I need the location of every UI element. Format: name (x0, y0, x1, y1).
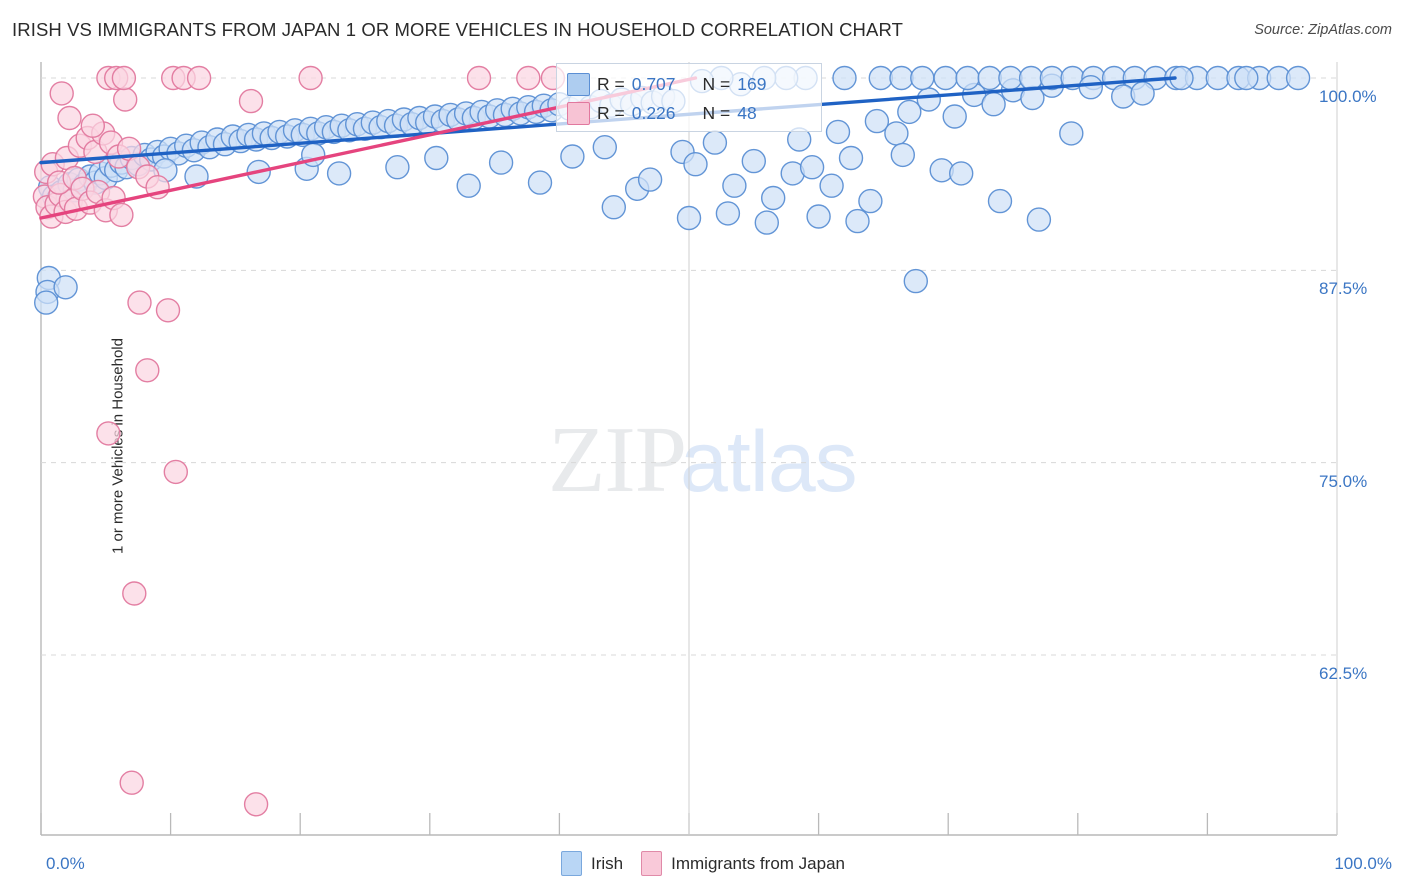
data-point (1059, 121, 1084, 146)
data-point (127, 290, 152, 315)
data-point (715, 201, 741, 226)
data-point (955, 65, 980, 91)
x-axis-min-label: 0.0% (46, 854, 85, 873)
n-label-japan: N = (702, 103, 731, 123)
data-point (897, 99, 922, 125)
stats-row-japan: R = 0.226 N = 48 (567, 99, 811, 128)
data-point (109, 202, 134, 228)
data-point (683, 151, 708, 177)
data-point (933, 65, 958, 91)
source-attribution: Source: ZipAtlas.com (1254, 22, 1392, 38)
data-point (868, 65, 893, 91)
data-point (326, 161, 352, 186)
data-point (424, 145, 449, 171)
data-point (890, 142, 915, 168)
data-point (884, 121, 909, 146)
data-point (243, 792, 269, 817)
data-point (806, 204, 831, 229)
data-point (1026, 207, 1052, 232)
data-point (722, 173, 747, 198)
data-point (238, 88, 264, 114)
data-point (1130, 81, 1155, 106)
data-point (57, 105, 82, 131)
data-point (96, 421, 121, 446)
data-point (858, 188, 883, 214)
y-tick-label-0: 100.0% (1319, 87, 1377, 106)
data-point (385, 154, 410, 180)
data-point (916, 87, 941, 112)
data-point (838, 145, 864, 171)
data-point (949, 161, 974, 186)
data-point (825, 119, 851, 145)
data-point (754, 210, 779, 235)
data-point (819, 173, 844, 198)
data-point (560, 144, 585, 169)
data-point (981, 91, 1006, 117)
data-point (637, 167, 663, 192)
data-point (163, 459, 189, 485)
data-point (186, 65, 212, 91)
page-title: IRISH VS IMMIGRANTS FROM JAPAN 1 OR MORE… (12, 19, 903, 40)
data-point (601, 194, 626, 220)
data-point (122, 581, 147, 606)
n-label-irish: N = (702, 74, 731, 94)
data-point (1018, 65, 1044, 91)
y-tick-label-2: 75.0% (1319, 471, 1368, 491)
n-value-japan: 48 (737, 103, 757, 123)
data-point (155, 298, 181, 323)
data-point (1205, 65, 1231, 91)
data-point (135, 358, 160, 383)
series-immigrants-from-japan (32, 65, 566, 817)
data-point (1234, 65, 1259, 91)
y-tick-label-3: 62.5% (1319, 664, 1368, 683)
data-point (34, 290, 59, 315)
data-point (527, 170, 553, 195)
data-point (112, 87, 138, 112)
r-label-irish: R = (597, 74, 625, 94)
n-value-irish: 169 (737, 74, 767, 94)
data-point (864, 108, 890, 134)
data-point (1285, 65, 1311, 91)
stats-row-irish: R = 0.707 N = 169 (567, 70, 811, 99)
data-point (702, 130, 728, 155)
data-point (998, 65, 1023, 91)
data-point (761, 185, 786, 211)
data-point (987, 188, 1013, 214)
data-point (799, 154, 825, 180)
data-point (592, 134, 617, 160)
stats-swatch-japan (567, 102, 590, 125)
data-point (889, 65, 914, 91)
data-point (53, 275, 78, 300)
x-axis-max-label: 100.0% (1334, 854, 1392, 873)
data-point (119, 770, 144, 795)
r-value-irish: 0.707 (631, 74, 676, 94)
correlation-stats-box: R = 0.707 N = 169 R = 0.226 N = 48 (556, 63, 822, 132)
data-point (845, 208, 870, 234)
r-label-japan: R = (597, 103, 625, 123)
data-point (977, 65, 1002, 91)
data-point (488, 150, 514, 175)
data-point (80, 113, 106, 138)
data-point (676, 205, 702, 231)
data-point (903, 268, 928, 294)
data-point (456, 173, 481, 198)
y-tick-label-1: 87.5% (1319, 279, 1368, 299)
data-point (111, 65, 137, 91)
data-point (910, 65, 935, 91)
data-point (1078, 74, 1104, 100)
r-value-japan: 0.226 (631, 103, 676, 123)
data-point (466, 65, 492, 91)
data-point (516, 65, 541, 91)
data-point (298, 65, 323, 91)
stats-swatch-irish (567, 73, 590, 96)
data-point (942, 104, 967, 129)
data-point (49, 81, 74, 106)
data-point (741, 148, 766, 174)
data-point (832, 65, 857, 91)
